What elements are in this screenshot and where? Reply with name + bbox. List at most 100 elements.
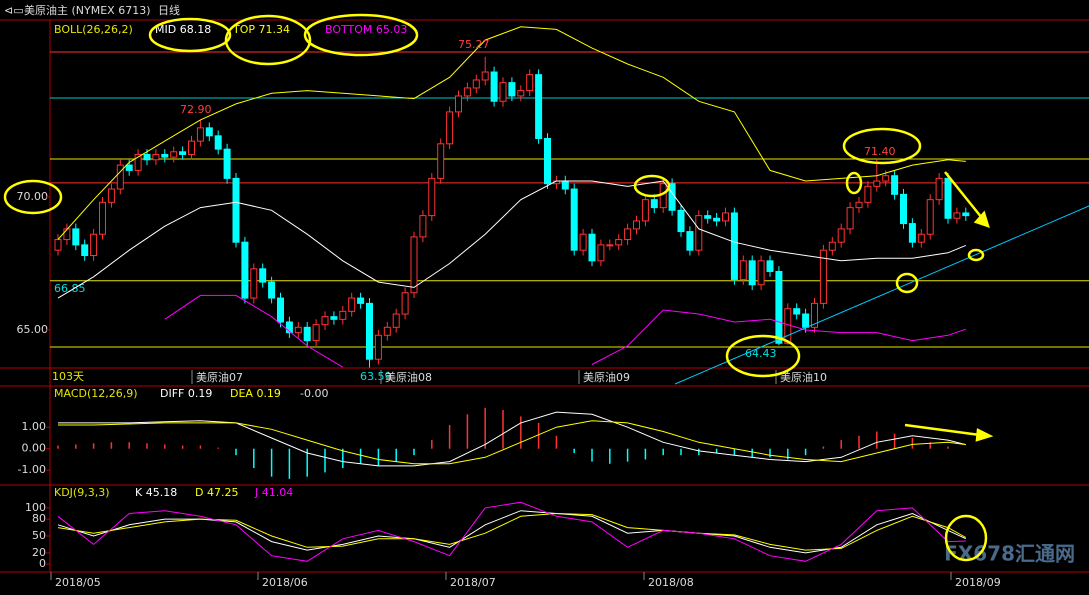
candle-body	[517, 90, 525, 97]
candle-body	[366, 302, 373, 360]
candle-body	[107, 188, 115, 203]
candle-body	[321, 316, 329, 326]
candle-body	[713, 217, 721, 222]
candle-body	[446, 111, 454, 145]
period: 日线	[158, 3, 180, 17]
candle-body	[766, 260, 774, 272]
frame	[0, 19, 1089, 573]
symbol: 美原油主 (NYMEX 6713)	[24, 3, 151, 17]
candle-body	[330, 316, 338, 320]
candle-body	[739, 260, 747, 280]
candle-body	[873, 180, 881, 187]
y-tick-label: 0	[39, 557, 46, 570]
candle-body	[401, 292, 409, 315]
legend-entry: J 41.04	[254, 486, 293, 499]
candle-body	[419, 215, 427, 238]
indicator-title: BOLL(26,26,2)	[54, 23, 133, 36]
candle-body	[499, 82, 507, 102]
y-tick-label: 20	[32, 546, 46, 559]
candle-body	[917, 233, 925, 243]
price-annotation: 71.40	[864, 145, 896, 158]
indicator-line	[57, 501, 966, 562]
candle-body	[597, 244, 605, 262]
legend-entry: MID 68.18	[155, 23, 211, 36]
candle-body	[579, 233, 587, 251]
legend-entry: K 45.18	[135, 486, 177, 499]
candle-body	[828, 241, 836, 251]
candle-body	[606, 244, 614, 247]
y-tick-label: 100	[25, 501, 46, 514]
candle-body	[784, 308, 792, 344]
candle-body	[285, 321, 293, 334]
candle-body	[188, 140, 195, 155]
candle-body	[544, 137, 551, 185]
candle-body	[455, 95, 462, 113]
candle-body	[846, 207, 854, 230]
candle-body	[908, 223, 916, 243]
level-label: 66.85	[54, 282, 86, 295]
price-annotation: 64.43	[745, 347, 777, 360]
month-label: 美原油07	[196, 370, 243, 384]
candle-body	[650, 199, 658, 209]
candle-body	[695, 215, 703, 251]
y-tick-label: 1.00	[22, 420, 47, 433]
candle-body	[205, 127, 213, 137]
y-tick-label: 65.00	[17, 323, 49, 336]
candle-body	[882, 175, 890, 182]
indicator-title: KDJ(9,3,3)	[54, 486, 110, 499]
candle-body	[686, 231, 694, 251]
watermark: FX678汇通网	[944, 542, 1075, 566]
candle-body	[143, 153, 151, 161]
candle-body	[312, 324, 320, 342]
candle-body	[232, 177, 240, 243]
legend-entry: TOP 71.34	[232, 23, 290, 36]
month-label: 美原油08	[385, 370, 432, 384]
legend-entry: DEA 0.19	[230, 387, 281, 400]
candle-body	[472, 79, 480, 89]
candle-body	[615, 239, 623, 246]
candle-body	[811, 302, 818, 328]
candle-body	[730, 212, 738, 280]
candle-body	[508, 82, 516, 97]
price-annotation: 75.27	[458, 38, 490, 51]
y-tick-label: 70.00	[17, 190, 49, 203]
indicator-line	[57, 180, 966, 299]
plot: 66.85 70.00 65.00 MID 68.18 TOP 71.34 BOTTOM …	[17, 23, 1089, 589]
y-tick-label: 50	[32, 529, 46, 542]
y-tick-label: -1.00	[18, 463, 46, 476]
candle-body	[90, 233, 98, 257]
candle-body	[819, 249, 827, 304]
candle-body	[268, 281, 276, 299]
month-label: 美原油10	[780, 370, 827, 384]
candle-body	[526, 74, 534, 92]
back-icon[interactable]: ⊲▭	[4, 4, 24, 17]
candle-body	[926, 199, 934, 235]
x-tick-label: 2018/05	[55, 576, 101, 589]
indicator-line	[164, 294, 966, 368]
legend-entry: D 47.25	[195, 486, 238, 499]
candle-body	[54, 239, 62, 251]
candle-body	[63, 228, 71, 241]
price-annotation: 63.59	[360, 370, 392, 383]
price-annotation: 72.90	[180, 103, 212, 116]
candle-body	[891, 175, 899, 195]
candle-body	[953, 212, 961, 219]
legend-entry: BOTTOM 65.03	[325, 23, 407, 36]
x-tick-label: 2018/08	[648, 576, 694, 589]
candle-body	[179, 151, 187, 155]
candle-body	[303, 326, 311, 342]
candle-body	[802, 313, 810, 328]
candle-body	[463, 87, 471, 97]
candle-body	[81, 244, 89, 257]
candle-body	[250, 268, 258, 299]
candle-body	[677, 209, 685, 233]
candle-body	[223, 148, 231, 179]
candle-body	[383, 326, 391, 336]
candle-body	[793, 308, 801, 315]
candle-body	[241, 241, 249, 299]
candle-body	[944, 177, 952, 219]
candle-body	[170, 151, 178, 158]
candle-body	[99, 201, 106, 235]
